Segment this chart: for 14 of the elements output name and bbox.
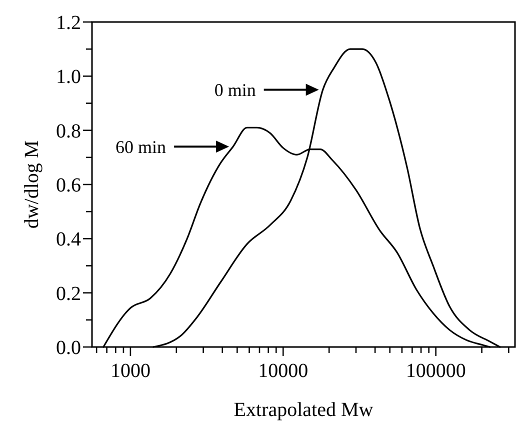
y-axis-title: dw/dlog M	[21, 140, 43, 229]
y-tick-label: 0.6	[56, 174, 81, 196]
x-axis-title: Extrapolated Mw	[234, 399, 374, 421]
y-tick-label: 0.2	[56, 282, 81, 305]
y-tick-label: 1.2	[56, 12, 81, 34]
y-tick-label: 1.0	[56, 66, 81, 88]
legend-label: 60 min	[116, 136, 166, 157]
y-tick-label: 0.0	[56, 337, 81, 359]
legend-label: 0 min	[214, 80, 256, 100]
y-tick-label: 0.8	[56, 120, 81, 142]
y-tick-label: 0.4	[56, 228, 81, 251]
x-tick-label: 1000	[110, 360, 150, 382]
x-tick-label: 10000	[258, 360, 308, 382]
x-tick-label: 100000	[406, 360, 466, 382]
